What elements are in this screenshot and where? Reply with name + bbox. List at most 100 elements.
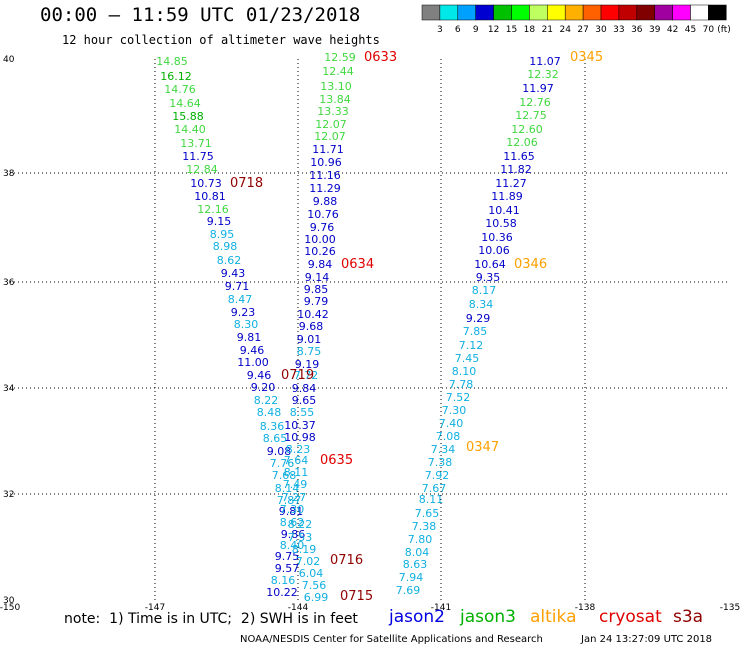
legend-jason3: jason3 (460, 607, 516, 627)
legend-cryosat: cryosat (599, 607, 662, 627)
wave-height-value: 8.47 (228, 293, 253, 306)
wave-height-value: 9.20 (251, 381, 276, 394)
pass-time-label: 0718 (230, 176, 263, 191)
wave-height-value: 10.00 (304, 233, 336, 246)
wave-height-value: 11.65 (503, 150, 535, 163)
wave-height-value: 8.95 (210, 228, 235, 241)
longitude-tick-label: -150 (0, 603, 20, 613)
colorbar-swatch (547, 4, 566, 21)
wave-height-value: 12.59 (324, 51, 356, 64)
colorbar-swatch (600, 4, 620, 21)
wave-height-value: 7.65 (415, 507, 440, 520)
colorbar-swatch (529, 4, 548, 21)
wave-height-value: 9.57 (275, 562, 300, 575)
pass-time-label: 0633 (364, 50, 397, 65)
wave-height-value: 8.19 (292, 543, 317, 556)
wave-height-value: 8.98 (213, 240, 238, 253)
wave-height-value: 7.76 (270, 457, 295, 470)
wave-height-value: 9.19 (295, 358, 320, 371)
wave-height-value: 8.63 (403, 558, 428, 571)
wave-height-value: 7.45 (455, 352, 480, 365)
wave-height-value: 10.73 (190, 177, 222, 190)
wave-height-value: 16.12 (160, 70, 192, 83)
wave-height-value: 8.36 (260, 420, 285, 433)
pass-time-label: 0715 (340, 589, 373, 604)
colorbar-swatch (690, 4, 709, 21)
pass-time-label: 0635 (320, 453, 353, 468)
colorbar-swatch (618, 4, 638, 21)
wave-height-value: 12.16 (197, 203, 229, 216)
altimeter-tracks: 14.85 16.1214.7614.6415.8814.4013.7111.75… (156, 51, 561, 604)
wave-height-value: 9.81 (279, 505, 304, 518)
wave-height-value: 7.38 (412, 520, 437, 533)
wave-height-value: 8.22 (288, 518, 313, 531)
colorbar-label: 15 (506, 25, 517, 35)
wave-height-value: 9.29 (466, 312, 491, 325)
wave-height-value: 8.10 (452, 365, 477, 378)
wave-height-value: 7.94 (399, 571, 424, 584)
wave-height-value: 9.46 (247, 369, 272, 382)
wave-height-value: 8.62 (217, 254, 242, 267)
wave-height-value: 8.40 (280, 539, 305, 552)
legend-s3a: s3a (673, 607, 704, 627)
wave-height-value: 10.06 (478, 244, 510, 257)
wave-height-value: 7.34 (431, 443, 456, 456)
wave-height-value: 7.87 (277, 494, 302, 507)
wave-height-value: 11.97 (522, 82, 554, 95)
wave-height-value: 8.17 (472, 284, 497, 297)
wave-height-value: 7.08 (436, 430, 461, 443)
footnote: note: 1) Time is in UTC; 2) SWH is in fe… (64, 611, 358, 627)
wave-height-value: 9.79 (304, 295, 329, 308)
wave-height-value: 7.02 (296, 555, 321, 568)
wave-height-value: 9.35 (476, 271, 501, 284)
wave-height-value: 8.11 (284, 466, 309, 479)
wave-height-value: 7.80 (408, 533, 433, 546)
longitude-tick-label: -147 (145, 603, 165, 613)
wave-height-value: 9.46 (240, 344, 265, 357)
wave-height-value: 9.86 (281, 528, 306, 541)
map-title: 00:00 – 11:59 UTC 01/23/2018 (40, 4, 361, 26)
colorbar-swatch (439, 4, 459, 21)
wave-height-value: 8.62 (280, 516, 305, 529)
wave-height-value: 10.37 (284, 419, 316, 432)
wave-height-value: 12.07 (314, 130, 346, 143)
axis-tick-labels: -150 -147 -144 -141 -138 -135 30 32 34 36 38 40 (0, 55, 740, 613)
pass-time-labels: 0633 0345 0718 0634 0346 0719 0347 0635 0716 0715 (230, 50, 603, 604)
pass-time-label: 0716 (330, 553, 363, 568)
wave-height-value: 12.06 (506, 136, 538, 149)
colorbar-label: 21 (542, 25, 553, 35)
wave-height-value: 11.07 (529, 55, 561, 68)
wave-height-value: 9.75 (275, 550, 300, 563)
wave-height-value: 10.64 (474, 258, 506, 271)
wave-height-value: 8.48 (257, 406, 282, 419)
wave-height-value: 9.76 (310, 221, 335, 234)
wave-height-value: 10.98 (284, 431, 316, 444)
longitude-tick-label: -135 (720, 603, 740, 613)
colorbar-swatch (457, 4, 476, 21)
pass-time-label: 0346 (514, 257, 547, 272)
wave-height-value: 7.40 (439, 417, 464, 430)
wave-height-value: 15.88 (172, 110, 204, 123)
colorbar-swatch (511, 4, 530, 21)
colorbar-swatch (708, 4, 727, 21)
wave-height-value: 11.71 (312, 143, 344, 156)
pass-time-label: 0719 (281, 368, 314, 383)
map-subtitle: 12 hour collection of altimeter wave hei… (62, 33, 380, 47)
wave-height-value: 9.14 (305, 271, 330, 284)
wave-height-value: 8.22 (254, 394, 279, 407)
legend-jason2: jason2 (389, 607, 445, 627)
wave-height-value: 11.27 (495, 177, 527, 190)
wave-height-value: 6.99 (304, 591, 329, 604)
wave-height-value: 7.67 (422, 482, 447, 495)
wave-height-value: 9.01 (297, 333, 322, 346)
wave-height-value: 10.41 (488, 204, 520, 217)
wave-height-value: 14.76 (164, 83, 196, 96)
wave-height-value: 7.56 (302, 579, 327, 592)
wave-height-value: 7.49 (283, 478, 308, 491)
colorbar-swatch (636, 4, 655, 21)
wave-height-value: 9.84 (308, 258, 333, 271)
wave-height-value: 8.34 (469, 298, 494, 311)
wave-height-value: 8.65 (263, 432, 288, 445)
wave-height-value: 9.65 (292, 394, 317, 407)
